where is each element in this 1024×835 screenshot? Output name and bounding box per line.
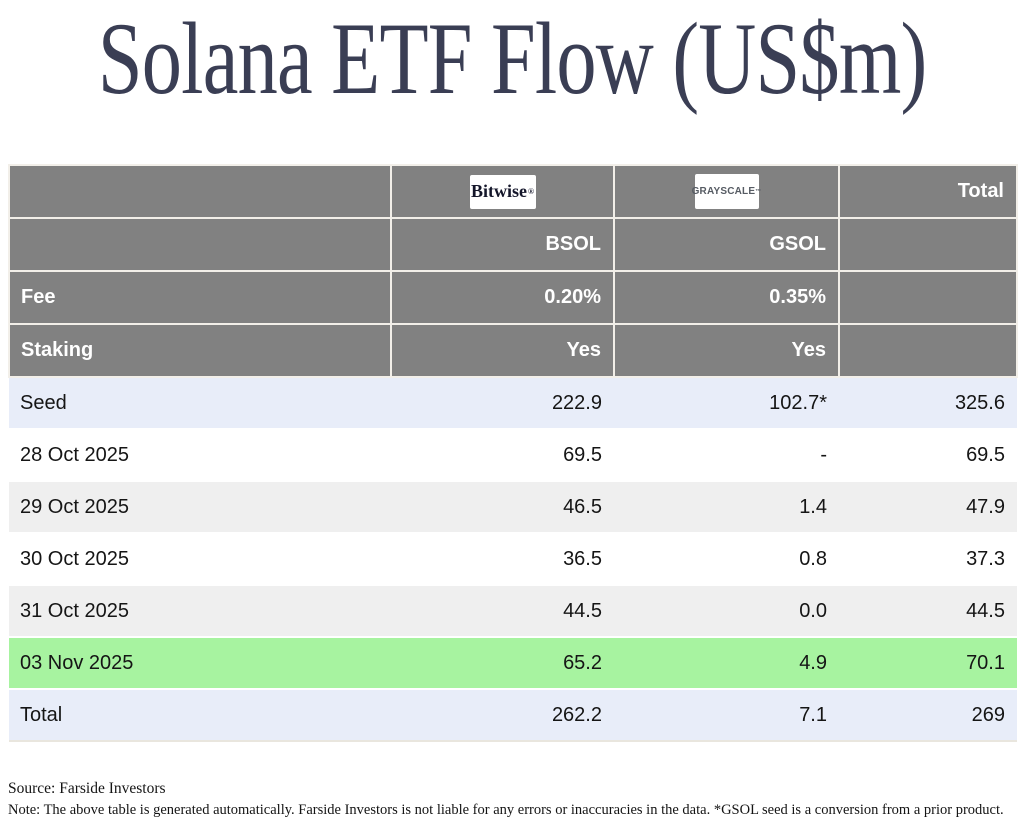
bsol-value: 46.5 bbox=[391, 480, 614, 533]
table-row-latest: 03 Nov 2025 65.2 4.9 70.1 bbox=[9, 636, 1017, 689]
ticker-row: BSOL GSOL bbox=[8, 217, 1018, 272]
grayscale-logo: GRAYSCALE ™ bbox=[691, 174, 761, 209]
bitwise-logo: Bitwise ® bbox=[469, 174, 536, 209]
fee-row: Fee 0.20% 0.35% bbox=[8, 270, 1018, 325]
bsol-value: 222.9 bbox=[391, 376, 614, 429]
gsol-ticker: GSOL bbox=[613, 217, 840, 272]
table-row-seed: Seed 222.9 102.7* 325.6 bbox=[9, 376, 1017, 429]
total-value: 44.5 bbox=[839, 584, 1017, 637]
title-bar: Solana ETF Flow (US$m) bbox=[0, 0, 1024, 118]
fee-label: Fee bbox=[8, 270, 392, 325]
bitwise-logo-text: Bitwise bbox=[471, 181, 527, 201]
header-empty-cell bbox=[838, 323, 1018, 378]
total-value: 69.5 bbox=[839, 428, 1017, 481]
header-empty-cell bbox=[838, 270, 1018, 325]
total-value: 47.9 bbox=[839, 480, 1017, 533]
bsol-value: 36.5 bbox=[391, 532, 614, 585]
row-label: 30 Oct 2025 bbox=[9, 532, 391, 585]
gsol-value: 0.0 bbox=[614, 584, 839, 637]
row-label: Total bbox=[9, 688, 391, 742]
bsol-fee: 0.20% bbox=[390, 270, 615, 325]
gsol-value: 1.4 bbox=[614, 480, 839, 533]
gsol-value: 102.7* bbox=[614, 376, 839, 429]
row-label: 03 Nov 2025 bbox=[9, 636, 391, 689]
bsol-ticker: BSOL bbox=[390, 217, 615, 272]
grayscale-logo-text: GRAYSCALE bbox=[691, 186, 756, 197]
gsol-value: - bbox=[614, 428, 839, 481]
provider-logo-row: Bitwise ® GRAYSCALE ™ Total bbox=[8, 164, 1018, 219]
total-value: 325.6 bbox=[839, 376, 1017, 429]
table-row: 28 Oct 2025 69.5 - 69.5 bbox=[9, 428, 1017, 481]
total-value: 70.1 bbox=[839, 636, 1017, 689]
footer: Source: Farside Investors Note: The abov… bbox=[8, 778, 1016, 822]
table-row: 30 Oct 2025 36.5 0.8 37.3 bbox=[9, 532, 1017, 585]
table-row: 31 Oct 2025 44.5 0.0 44.5 bbox=[9, 584, 1017, 637]
row-label: 28 Oct 2025 bbox=[9, 428, 391, 481]
total-value: 37.3 bbox=[839, 532, 1017, 585]
header-empty-cell bbox=[8, 217, 392, 272]
source-text: Source: Farside Investors bbox=[8, 780, 166, 797]
staking-label: Staking bbox=[8, 323, 392, 378]
gsol-value: 7.1 bbox=[614, 688, 839, 742]
grayscale-logo-cell: GRAYSCALE ™ bbox=[613, 164, 840, 219]
table-row-total: Total 262.2 7.1 269 bbox=[9, 688, 1017, 742]
page-title: Solana ETF Flow (US$m) bbox=[97, 1, 927, 116]
bitwise-logo-cell: Bitwise ® bbox=[390, 164, 615, 219]
bsol-value: 69.5 bbox=[391, 428, 614, 481]
header-empty-cell bbox=[8, 164, 392, 219]
row-label: 31 Oct 2025 bbox=[9, 584, 391, 637]
total-value: 269 bbox=[839, 688, 1017, 742]
gsol-staking: Yes bbox=[613, 323, 840, 378]
total-column-header: Total bbox=[838, 164, 1018, 219]
header-empty-cell bbox=[838, 217, 1018, 272]
note-text: Note: The above table is generated autom… bbox=[8, 802, 1004, 819]
bsol-value: 65.2 bbox=[391, 636, 614, 689]
bsol-value: 44.5 bbox=[391, 584, 614, 637]
bsol-value: 262.2 bbox=[391, 688, 614, 742]
etf-flow-table: Bitwise ® GRAYSCALE ™ Total BSOL GSOL Fee … bbox=[8, 164, 1018, 742]
gsol-value: 4.9 bbox=[614, 636, 839, 689]
row-label: 29 Oct 2025 bbox=[9, 480, 391, 533]
bsol-staking: Yes bbox=[390, 323, 615, 378]
row-label: Seed bbox=[9, 376, 391, 429]
table-row: 29 Oct 2025 46.5 1.4 47.9 bbox=[9, 480, 1017, 533]
gsol-value: 0.8 bbox=[614, 532, 839, 585]
staking-row: Staking Yes Yes bbox=[8, 323, 1018, 378]
gsol-fee: 0.35% bbox=[613, 270, 840, 325]
